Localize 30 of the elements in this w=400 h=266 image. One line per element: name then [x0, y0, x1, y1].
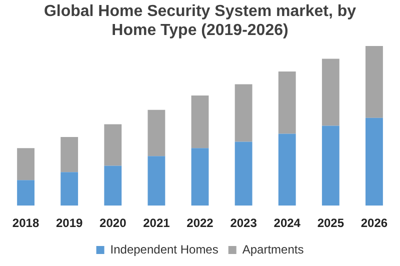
- x-tick-label: 2023: [230, 216, 258, 230]
- bar: [234, 84, 252, 142]
- bar: [366, 46, 383, 118]
- bar: [104, 124, 122, 166]
- bar: [278, 134, 296, 206]
- bar: [60, 172, 78, 206]
- bar: [191, 95, 209, 148]
- x-tick-label: 2026: [360, 216, 388, 230]
- legend-label: Apartments: [242, 242, 304, 256]
- x-tick-label: 2025: [317, 216, 344, 230]
- legend-label: Independent Homes: [110, 242, 218, 256]
- bar: [366, 118, 383, 206]
- bar: [17, 180, 34, 206]
- x-tick-label: 2024: [274, 216, 301, 230]
- x-tick-label: 2018: [12, 216, 40, 230]
- bar: [148, 156, 166, 206]
- bar: [60, 136, 78, 172]
- bar: [17, 148, 34, 180]
- bar: [322, 126, 340, 206]
- x-tick-label: 2020: [100, 216, 127, 230]
- bar: [234, 142, 252, 206]
- bar: [148, 110, 166, 156]
- chart-title: Global Home Security System market, by Home Type (2019-2026): [42, 2, 358, 41]
- bar: [278, 72, 296, 134]
- bar: [191, 148, 209, 206]
- x-tick-label: 2019: [56, 216, 84, 230]
- bar: [322, 58, 340, 126]
- x-tick-label: 2021: [143, 216, 170, 230]
- x-tick-label: 2022: [186, 216, 214, 230]
- bar: [104, 166, 122, 206]
